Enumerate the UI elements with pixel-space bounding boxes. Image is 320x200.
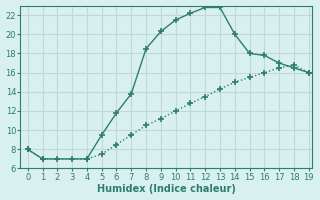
X-axis label: Humidex (Indice chaleur): Humidex (Indice chaleur) — [97, 184, 236, 194]
